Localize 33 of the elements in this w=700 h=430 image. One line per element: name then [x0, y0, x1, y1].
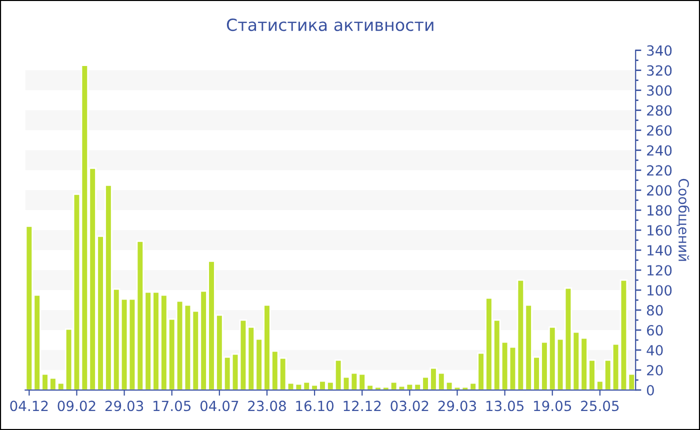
x-tick-label: 16.10 [296, 400, 334, 412]
y-tick-label: 20 [647, 364, 663, 376]
y-tick-label: 220 [647, 165, 672, 176]
y-tick-label: 260 [647, 125, 672, 136]
x-tick-label: 03.02 [390, 400, 428, 412]
y-tick-label: 100 [648, 285, 672, 296]
y-tick-label: 140 [648, 245, 672, 256]
y-tick-label: 320 [647, 65, 672, 76]
x-tick-label: 09.02 [58, 400, 96, 412]
x-tick-label: 25.05 [581, 400, 619, 412]
y-tick-label: 280 [647, 105, 672, 116]
x-tick-label: 29.03 [438, 400, 476, 412]
y-tick-label: 340 [647, 45, 672, 56]
x-tick-label: 13.05 [486, 400, 524, 412]
x-tick-label: 23.08 [248, 400, 286, 412]
x-tick-label: 19.05 [534, 400, 572, 412]
y-tick-label: 160 [648, 225, 672, 236]
y-axis-title: Сообщений [676, 178, 690, 261]
chart-title: Статистика активности [226, 18, 434, 32]
x-tick-label: 29.03 [105, 400, 144, 412]
y-tick-label: 200 [647, 185, 672, 196]
x-tick-label: 17.05 [154, 400, 191, 412]
y-tick-label: 60 [646, 325, 663, 336]
y-tick-label: 180 [648, 205, 672, 216]
y-tick-label: 80 [646, 305, 663, 316]
y-tick-label: 120 [648, 265, 672, 276]
y-tick-label: 300 [647, 85, 672, 96]
y-tick-label: 240 [647, 145, 672, 156]
x-tick-label: 04.12 [10, 400, 48, 412]
y-tick-label: 0 [646, 384, 654, 396]
x-tick-label: 12.12 [344, 400, 381, 411]
x-tick-label: 04.07 [200, 400, 238, 412]
y-tick-label: 40 [646, 345, 663, 356]
